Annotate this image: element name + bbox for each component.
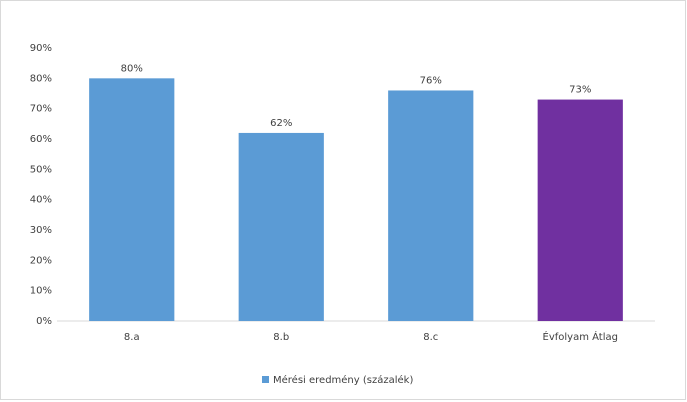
x-tick-label: Évfolyam Átlag <box>543 330 618 343</box>
value-label: 62% <box>270 118 292 129</box>
value-label: 80% <box>121 63 143 74</box>
y-tick-label: 20% <box>30 255 52 266</box>
y-tick-label: 70% <box>30 104 52 115</box>
y-tick-label: 90% <box>30 43 52 54</box>
y-tick-label: 80% <box>30 73 52 84</box>
bar <box>537 99 623 321</box>
x-tick-label: 8.c <box>423 332 438 343</box>
y-tick-label: 0% <box>36 316 52 327</box>
bar <box>388 90 474 321</box>
value-label: 76% <box>420 75 442 86</box>
legend-label: Mérési eredmény (százalék) <box>273 374 413 386</box>
value-label: 73% <box>569 85 591 96</box>
y-tick-label: 40% <box>30 195 52 206</box>
y-tick-label: 50% <box>30 164 52 175</box>
y-tick-label: 60% <box>30 134 52 145</box>
y-tick-label: 10% <box>30 286 52 297</box>
bar <box>89 78 175 321</box>
x-tick-label: 8.b <box>273 332 289 343</box>
legend-swatch <box>262 376 269 383</box>
x-tick-label: 8.a <box>124 332 140 343</box>
y-tick-label: 30% <box>30 225 52 236</box>
bar <box>238 132 324 321</box>
